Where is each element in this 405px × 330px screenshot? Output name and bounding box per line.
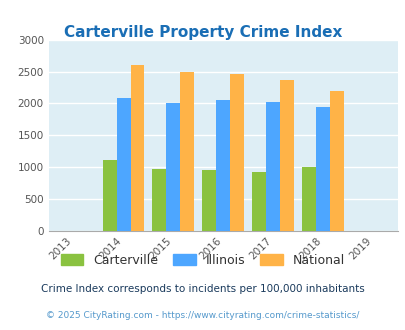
Bar bbox=[216, 100, 230, 231]
Bar bbox=[180, 72, 194, 231]
Text: Carterville Property Crime Index: Carterville Property Crime Index bbox=[64, 25, 341, 40]
Bar bbox=[252, 172, 266, 231]
Bar bbox=[116, 98, 130, 231]
Bar bbox=[315, 107, 329, 231]
Bar bbox=[230, 74, 244, 231]
Bar bbox=[102, 159, 116, 231]
Bar bbox=[266, 102, 279, 231]
Legend: Carterville, Illinois, National: Carterville, Illinois, National bbox=[55, 249, 350, 272]
Text: Crime Index corresponds to incidents per 100,000 inhabitants: Crime Index corresponds to incidents per… bbox=[41, 284, 364, 294]
Bar bbox=[130, 65, 144, 231]
Bar bbox=[329, 91, 343, 231]
Text: © 2025 CityRating.com - https://www.cityrating.com/crime-statistics/: © 2025 CityRating.com - https://www.city… bbox=[46, 312, 359, 320]
Bar bbox=[202, 170, 216, 231]
Bar bbox=[301, 167, 315, 231]
Bar bbox=[279, 81, 293, 231]
Bar bbox=[166, 103, 180, 231]
Bar bbox=[152, 169, 166, 231]
